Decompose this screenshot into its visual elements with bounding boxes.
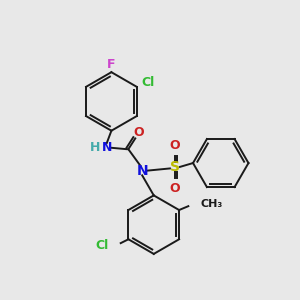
- Text: H: H: [90, 141, 100, 154]
- Text: O: O: [169, 139, 180, 152]
- Text: S: S: [169, 160, 179, 174]
- Text: F: F: [107, 58, 116, 71]
- Text: Cl: Cl: [95, 239, 108, 252]
- Text: N: N: [136, 164, 148, 178]
- Text: O: O: [169, 182, 180, 195]
- Text: O: O: [134, 126, 144, 139]
- Text: N: N: [102, 141, 112, 154]
- Text: CH₃: CH₃: [201, 199, 223, 209]
- Text: Cl: Cl: [141, 76, 154, 89]
